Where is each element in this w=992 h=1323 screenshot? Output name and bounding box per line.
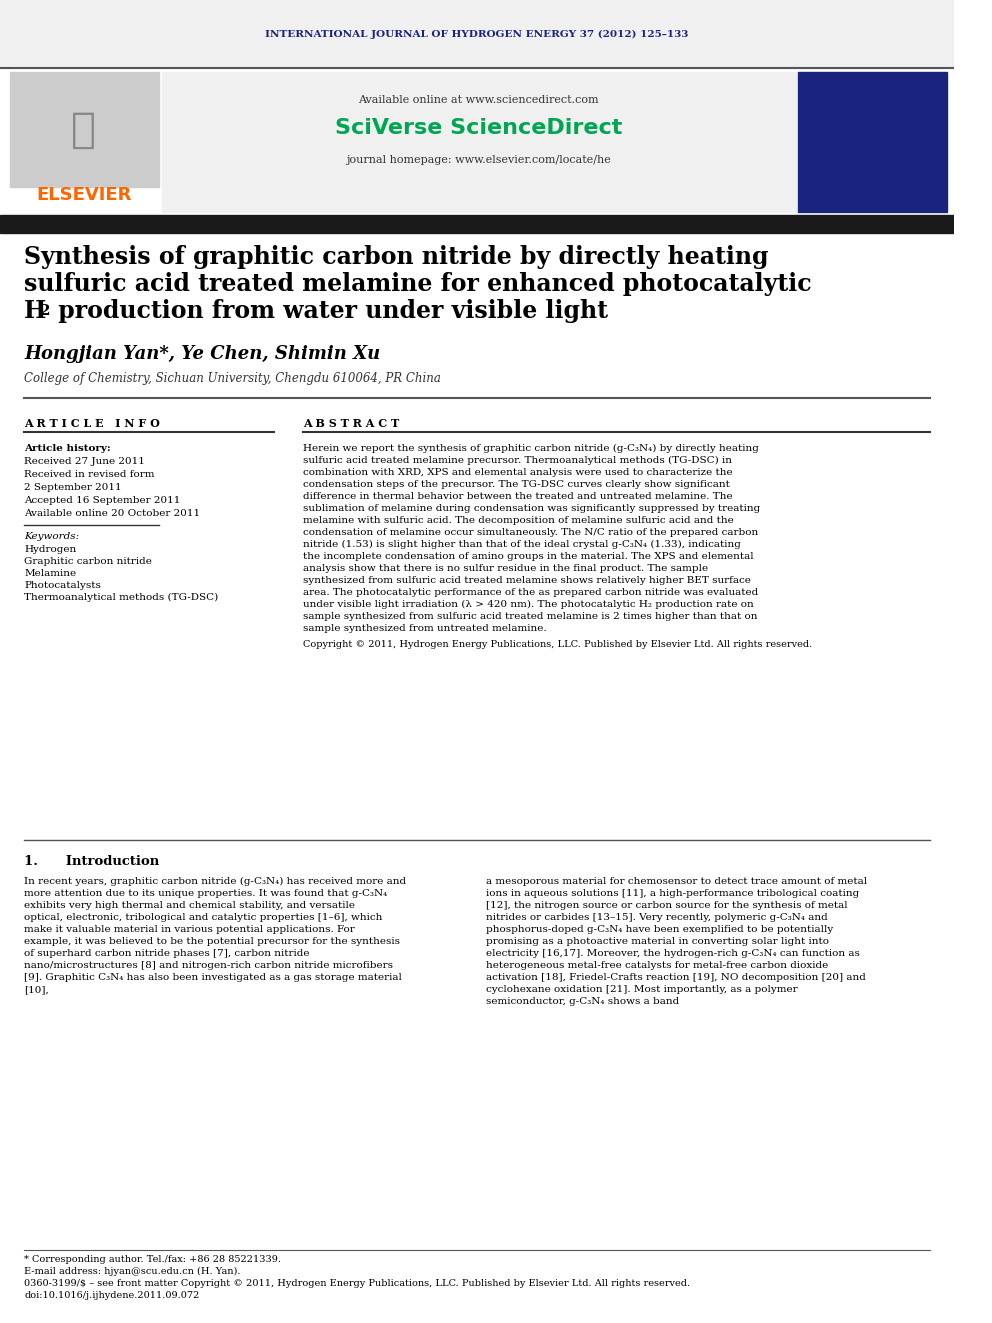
Text: Received in revised form: Received in revised form bbox=[24, 470, 155, 479]
Text: Thermoanalytical methods (TG-DSC): Thermoanalytical methods (TG-DSC) bbox=[24, 593, 218, 602]
Text: A R T I C L E   I N F O: A R T I C L E I N F O bbox=[24, 418, 160, 429]
Text: melamine with sulfuric acid. The decomposition of melamine sulfuric acid and the: melamine with sulfuric acid. The decompo… bbox=[303, 516, 734, 525]
Text: make it valuable material in various potential applications. For: make it valuable material in various pot… bbox=[24, 925, 355, 934]
Text: [10],: [10], bbox=[24, 986, 49, 994]
Text: H: H bbox=[24, 299, 47, 323]
Text: nano/microstructures [8] and nitrogen-rich carbon nitride microfibers: nano/microstructures [8] and nitrogen-ri… bbox=[24, 960, 393, 970]
Text: synthesized from sulfuric acid treated melamine shows relatively higher BET surf: synthesized from sulfuric acid treated m… bbox=[303, 576, 751, 585]
Text: Herein we report the synthesis of graphitic carbon nitride (g-C₃N₄) by directly : Herein we report the synthesis of graphi… bbox=[303, 445, 759, 452]
Text: exhibits very high thermal and chemical stability, and versatile: exhibits very high thermal and chemical … bbox=[24, 901, 355, 910]
Text: a mesoporous material for chemosensor to detect trace amount of metal: a mesoporous material for chemosensor to… bbox=[485, 877, 867, 886]
Text: Received 27 June 2011: Received 27 June 2011 bbox=[24, 456, 145, 466]
Text: the incomplete condensation of amino groups in the material. The XPS and element: the incomplete condensation of amino gro… bbox=[303, 552, 754, 561]
Text: combination with XRD, XPS and elemental analysis were used to characterize the: combination with XRD, XPS and elemental … bbox=[303, 468, 732, 478]
Text: College of Chemistry, Sichuan University, Chengdu 610064, PR China: College of Chemistry, Sichuan University… bbox=[24, 372, 440, 385]
Text: activation [18], Friedel-Crafts reaction [19], NO decomposition [20] and: activation [18], Friedel-Crafts reaction… bbox=[485, 972, 865, 982]
Bar bbox=[10, 71, 159, 187]
Text: Accepted 16 September 2011: Accepted 16 September 2011 bbox=[24, 496, 181, 505]
Text: Copyright © 2011, Hydrogen Energy Publications, LLC. Published by Elsevier Ltd. : Copyright © 2011, Hydrogen Energy Public… bbox=[303, 640, 812, 650]
Text: condensation of melamine occur simultaneously. The N/C ratio of the prepared car: condensation of melamine occur simultane… bbox=[303, 528, 758, 537]
Text: cyclohexane oxidation [21]. Most importantly, as a polymer: cyclohexane oxidation [21]. Most importa… bbox=[485, 986, 798, 994]
Text: Graphitic carbon nitride: Graphitic carbon nitride bbox=[24, 557, 152, 566]
Bar bbox=[0, 216, 953, 233]
Text: Available online 20 October 2011: Available online 20 October 2011 bbox=[24, 509, 200, 519]
Text: phosphorus-doped g-C₃N₄ have been exemplified to be potentially: phosphorus-doped g-C₃N₄ have been exempl… bbox=[485, 925, 833, 934]
Text: 🖼: 🖼 bbox=[71, 108, 96, 151]
Text: sample synthesized from untreated melamine.: sample synthesized from untreated melami… bbox=[303, 624, 547, 632]
Text: journal homepage: www.elsevier.com/locate/he: journal homepage: www.elsevier.com/locat… bbox=[346, 155, 611, 165]
Text: optical, electronic, tribological and catalytic properties [1–6], which: optical, electronic, tribological and ca… bbox=[24, 913, 382, 922]
Text: area. The photocatalytic performance of the as prepared carbon nitride was evalu: area. The photocatalytic performance of … bbox=[303, 587, 758, 597]
Text: In recent years, graphitic carbon nitride (g-C₃N₄) has received more and: In recent years, graphitic carbon nitrid… bbox=[24, 877, 406, 886]
Text: sample synthesized from sulfuric acid treated melamine is 2 times higher than th: sample synthesized from sulfuric acid tr… bbox=[303, 613, 757, 620]
Text: sulfuric acid treated melamine precursor. Thermoanalytical methods (TG-DSC) in: sulfuric acid treated melamine precursor… bbox=[303, 456, 732, 466]
Text: nitrides or carbides [13–15]. Very recently, polymeric g-C₃N₄ and: nitrides or carbides [13–15]. Very recen… bbox=[485, 913, 827, 922]
Text: [12], the nitrogen source or carbon source for the synthesis of metal: [12], the nitrogen source or carbon sour… bbox=[485, 901, 847, 910]
Text: condensation steps of the precursor. The TG-DSC curves clearly show significant: condensation steps of the precursor. The… bbox=[303, 480, 730, 490]
Text: more attention due to its unique properties. It was found that g-C₃N₄: more attention due to its unique propert… bbox=[24, 889, 387, 898]
Text: Available online at www.sciencedirect.com: Available online at www.sciencedirect.co… bbox=[358, 95, 599, 105]
Text: Synthesis of graphitic carbon nitride by directly heating: Synthesis of graphitic carbon nitride by… bbox=[24, 245, 769, 269]
Text: SciVerse ScienceDirect: SciVerse ScienceDirect bbox=[335, 118, 623, 138]
Text: under visible light irradiation (λ > 420 nm). The photocatalytic H₂ production r: under visible light irradiation (λ > 420… bbox=[303, 601, 754, 609]
Text: semiconductor, g-C₃N₄ shows a band: semiconductor, g-C₃N₄ shows a band bbox=[485, 998, 679, 1005]
Text: [9]. Graphitic C₃N₄ has also been investigated as a gas storage material: [9]. Graphitic C₃N₄ has also been invest… bbox=[24, 972, 402, 982]
Text: Keywords:: Keywords: bbox=[24, 532, 79, 541]
Text: Article history:: Article history: bbox=[24, 445, 111, 452]
Text: sulfuric acid treated melamine for enhanced photocatalytic: sulfuric acid treated melamine for enhan… bbox=[24, 273, 811, 296]
Text: Photocatalysts: Photocatalysts bbox=[24, 581, 101, 590]
Text: promising as a photoactive material in converting solar light into: promising as a photoactive material in c… bbox=[485, 937, 828, 946]
Text: 2 September 2011: 2 September 2011 bbox=[24, 483, 122, 492]
Text: difference in thermal behavior between the treated and untreated melamine. The: difference in thermal behavior between t… bbox=[303, 492, 732, 501]
Text: electricity [16,17]. Moreover, the hydrogen-rich g-C₃N₄ can function as: electricity [16,17]. Moreover, the hydro… bbox=[485, 949, 859, 958]
Text: production from water under visible light: production from water under visible ligh… bbox=[50, 299, 608, 323]
Text: 1.      Introduction: 1. Introduction bbox=[24, 855, 160, 868]
Text: doi:10.1016/j.ijhydene.2011.09.072: doi:10.1016/j.ijhydene.2011.09.072 bbox=[24, 1291, 199, 1301]
Text: Hydrogen: Hydrogen bbox=[24, 545, 76, 554]
Text: 2: 2 bbox=[41, 304, 51, 318]
Text: A B S T R A C T: A B S T R A C T bbox=[303, 418, 399, 429]
Text: of superhard carbon nitride phases [7], carbon nitride: of superhard carbon nitride phases [7], … bbox=[24, 949, 310, 958]
Text: ELSEVIER: ELSEVIER bbox=[36, 187, 131, 204]
Text: heterogeneous metal-free catalysts for metal-free carbon dioxide: heterogeneous metal-free catalysts for m… bbox=[485, 960, 827, 970]
Text: analysis show that there is no sulfur residue in the final product. The sample: analysis show that there is no sulfur re… bbox=[303, 564, 708, 573]
Text: 0360-3199/$ – see front matter Copyright © 2011, Hydrogen Energy Publications, L: 0360-3199/$ – see front matter Copyright… bbox=[24, 1279, 690, 1289]
Text: Hongjian Yan*, Ye Chen, Shimin Xu: Hongjian Yan*, Ye Chen, Shimin Xu bbox=[24, 345, 380, 363]
Text: E-mail address: hjyan@scu.edu.cn (H. Yan).: E-mail address: hjyan@scu.edu.cn (H. Yan… bbox=[24, 1267, 240, 1277]
Text: ions in aqueous solutions [11], a high-performance tribological coating: ions in aqueous solutions [11], a high-p… bbox=[485, 889, 859, 898]
Text: example, it was believed to be the potential precursor for the synthesis: example, it was believed to be the poten… bbox=[24, 937, 400, 946]
Text: * Corresponding author. Tel./fax: +86 28 85221339.: * Corresponding author. Tel./fax: +86 28… bbox=[24, 1256, 281, 1263]
Text: INTERNATIONAL JOURNAL OF HYDROGEN ENERGY 37 (2012) 125–133: INTERNATIONAL JOURNAL OF HYDROGEN ENERGY… bbox=[265, 29, 688, 38]
Bar bbox=[162, 71, 797, 212]
Text: sublimation of melamine during condensation was significantly suppressed by trea: sublimation of melamine during condensat… bbox=[303, 504, 760, 513]
Text: Melamine: Melamine bbox=[24, 569, 76, 578]
Bar bbox=[798, 71, 947, 212]
Bar bbox=[0, 0, 953, 67]
Text: nitride (1.53) is slight higher than that of the ideal crystal g-C₃N₄ (1.33), in: nitride (1.53) is slight higher than tha… bbox=[303, 540, 741, 549]
